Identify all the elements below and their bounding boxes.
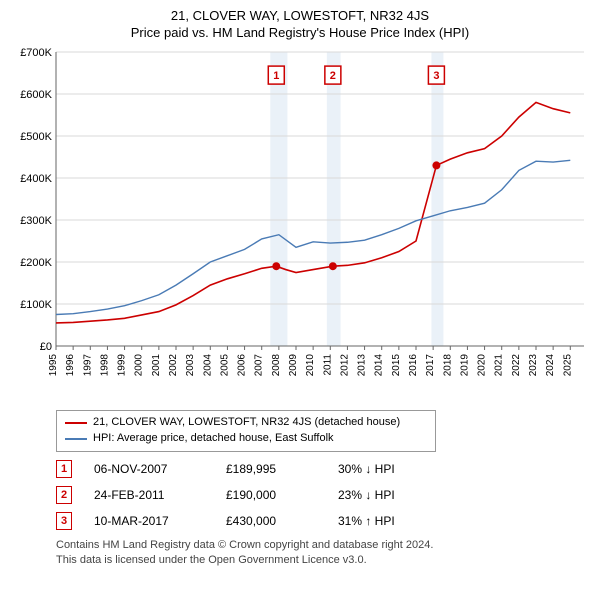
sale-badge: 3 (56, 512, 72, 530)
svg-text:3: 3 (433, 70, 439, 82)
svg-text:2016: 2016 (408, 354, 419, 377)
sale-date: 10-MAR-2017 (94, 514, 204, 528)
sale-delta: 30% ↓ HPI (338, 462, 428, 476)
svg-text:2020: 2020 (477, 354, 488, 377)
svg-text:£200K: £200K (20, 257, 52, 269)
svg-text:2007: 2007 (254, 354, 265, 377)
sale-delta: 23% ↓ HPI (338, 488, 428, 502)
svg-text:1995: 1995 (48, 354, 59, 377)
svg-text:£500K: £500K (20, 131, 52, 143)
svg-text:2019: 2019 (459, 354, 470, 377)
svg-text:2014: 2014 (374, 354, 385, 377)
svg-text:£700K: £700K (20, 47, 52, 59)
svg-text:2001: 2001 (151, 354, 162, 377)
sale-date: 24-FEB-2011 (94, 488, 204, 502)
chart-svg: £0 £100K £200K £300K £400K £500K £600K £700K 199… (12, 46, 588, 406)
svg-text:2009: 2009 (288, 354, 299, 377)
svg-text:2022: 2022 (511, 354, 522, 377)
svg-text:1996: 1996 (65, 354, 76, 377)
svg-text:1999: 1999 (117, 354, 128, 377)
svg-text:2018: 2018 (442, 354, 453, 377)
svg-text:1997: 1997 (82, 354, 93, 377)
svg-text:2003: 2003 (185, 354, 196, 377)
svg-text:2011: 2011 (322, 354, 333, 376)
svg-text:£0: £0 (40, 341, 52, 353)
sale-price: £190,000 (226, 488, 316, 502)
svg-text:1998: 1998 (99, 354, 110, 377)
svg-text:2012: 2012 (339, 354, 350, 377)
sale-row: 3 10-MAR-2017 £430,000 31% ↑ HPI (56, 512, 588, 530)
sale-price: £189,995 (226, 462, 316, 476)
footer-line-1: Contains HM Land Registry data © Crown c… (56, 538, 588, 553)
legend-swatch-1 (65, 422, 87, 424)
svg-text:2002: 2002 (168, 354, 179, 377)
svg-text:2: 2 (330, 70, 336, 82)
sale-delta: 31% ↑ HPI (338, 514, 428, 528)
legend-label-1: 21, CLOVER WAY, LOWESTOFT, NR32 4JS (det… (93, 415, 400, 431)
svg-text:2025: 2025 (562, 354, 573, 377)
svg-text:1: 1 (273, 70, 279, 82)
legend-label-2: HPI: Average price, detached house, East… (93, 431, 334, 447)
svg-text:£300K: £300K (20, 215, 52, 227)
svg-text:2013: 2013 (357, 354, 368, 377)
svg-text:£400K: £400K (20, 173, 52, 185)
sale-row: 2 24-FEB-2011 £190,000 23% ↓ HPI (56, 486, 588, 504)
sale-badge: 1 (56, 460, 72, 478)
svg-text:2006: 2006 (237, 354, 248, 377)
svg-text:2005: 2005 (219, 354, 230, 377)
footer-line-2: This data is licensed under the Open Gov… (56, 553, 588, 568)
svg-text:2004: 2004 (202, 354, 213, 377)
legend-row-1: 21, CLOVER WAY, LOWESTOFT, NR32 4JS (det… (65, 415, 427, 431)
legend: 21, CLOVER WAY, LOWESTOFT, NR32 4JS (det… (56, 410, 436, 452)
sale-badge: 2 (56, 486, 72, 504)
svg-text:2015: 2015 (391, 354, 402, 377)
sales-list: 1 06-NOV-2007 £189,995 30% ↓ HPI 2 24-FE… (56, 460, 588, 530)
svg-text:£100K: £100K (20, 299, 52, 311)
sale-price: £430,000 (226, 514, 316, 528)
svg-text:2010: 2010 (305, 354, 316, 377)
chart-container: 21, CLOVER WAY, LOWESTOFT, NR32 4JS Pric… (0, 0, 600, 576)
svg-text:2008: 2008 (271, 354, 282, 377)
sale-date: 06-NOV-2007 (94, 462, 204, 476)
svg-text:£600K: £600K (20, 89, 52, 101)
chart-title: 21, CLOVER WAY, LOWESTOFT, NR32 4JS (12, 8, 588, 23)
svg-text:2017: 2017 (425, 354, 436, 377)
svg-text:2000: 2000 (134, 354, 145, 377)
chart-area: £0 £100K £200K £300K £400K £500K £600K £700K 199… (12, 46, 588, 406)
chart-subtitle: Price paid vs. HM Land Registry's House … (12, 25, 588, 40)
legend-row-2: HPI: Average price, detached house, East… (65, 431, 427, 447)
svg-text:2023: 2023 (528, 354, 539, 377)
legend-swatch-2 (65, 438, 87, 440)
svg-text:2021: 2021 (494, 354, 505, 377)
svg-text:2024: 2024 (545, 354, 556, 377)
sale-row: 1 06-NOV-2007 £189,995 30% ↓ HPI (56, 460, 588, 478)
footer: Contains HM Land Registry data © Crown c… (56, 538, 588, 568)
